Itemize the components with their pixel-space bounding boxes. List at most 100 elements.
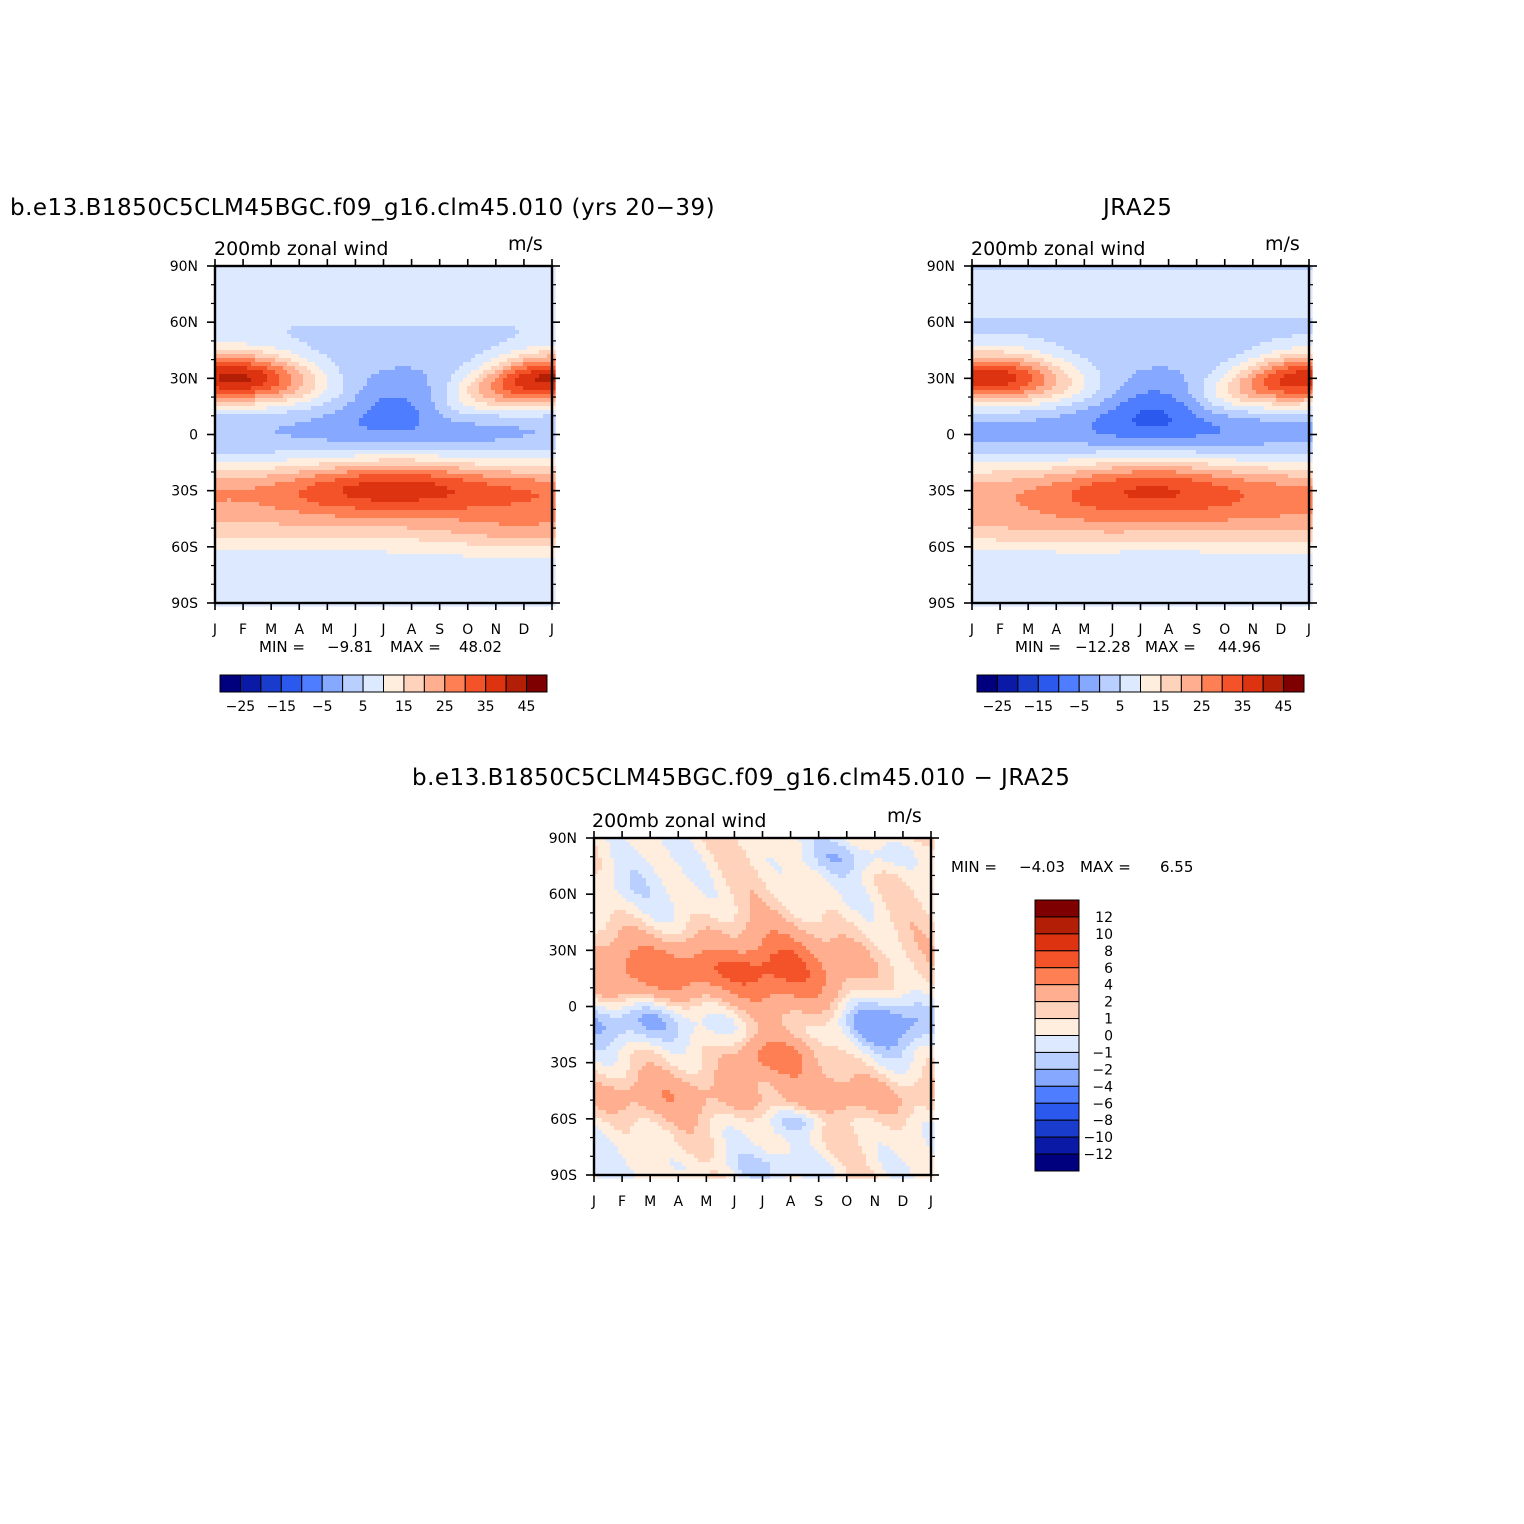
- field-cell: [403, 406, 408, 411]
- field-cell: [231, 350, 236, 355]
- field-cell: [275, 422, 280, 427]
- field-cell: [395, 482, 400, 487]
- field-cell: [223, 538, 228, 543]
- field-cell: [435, 310, 440, 315]
- field-cell: [291, 594, 296, 599]
- field-cell: [271, 602, 276, 607]
- field-cell: [303, 526, 308, 531]
- field-cell: [383, 430, 388, 435]
- field-cell: [411, 514, 416, 519]
- field-cell: [219, 294, 224, 299]
- field-cell: [347, 282, 352, 287]
- field-cell: [415, 466, 420, 471]
- field-cell: [227, 378, 232, 383]
- field-cell: [339, 274, 344, 279]
- field-cell: [351, 382, 356, 387]
- field-cell: [291, 506, 296, 511]
- field-cell: [375, 562, 380, 567]
- field-cell: [423, 486, 428, 491]
- field-cell: [291, 370, 296, 375]
- field-cell: [443, 278, 448, 283]
- field-cell: [231, 282, 236, 287]
- field-cell: [303, 382, 308, 387]
- field-cell: [235, 558, 240, 563]
- field-cell: [407, 534, 412, 539]
- field-cell: [243, 534, 248, 539]
- field-cell: [399, 566, 404, 571]
- field-cell: [375, 594, 380, 599]
- field-cell: [323, 530, 328, 535]
- field-cell: [415, 486, 420, 491]
- field-cell: [443, 274, 448, 279]
- field-cell: [351, 334, 356, 339]
- field-cell: [379, 342, 384, 347]
- field-cell: [359, 478, 364, 483]
- field-cell: [367, 534, 372, 539]
- field-cell: [267, 538, 272, 543]
- field-cell: [287, 426, 292, 431]
- field-cell: [415, 442, 420, 447]
- field-cell: [439, 350, 444, 355]
- field-cell: [375, 438, 380, 443]
- field-cell: [327, 342, 332, 347]
- field-cell: [247, 602, 252, 607]
- field-cell: [263, 326, 268, 331]
- field-cell: [359, 322, 364, 327]
- field-cell: [403, 386, 408, 391]
- field-cell: [311, 398, 316, 403]
- field-cell: [367, 594, 372, 599]
- field-cell: [263, 290, 268, 295]
- field-cell: [235, 582, 240, 587]
- field-cell: [331, 442, 336, 447]
- field-cell: [259, 402, 264, 407]
- field-cell: [447, 270, 452, 275]
- field-cell: [427, 602, 432, 607]
- field-cell: [327, 530, 332, 535]
- field-cell: [283, 390, 288, 395]
- field-cell: [259, 398, 264, 403]
- field-cell: [319, 334, 324, 339]
- field-cell: [263, 410, 268, 415]
- field-cell: [215, 494, 220, 499]
- field-cell: [251, 582, 256, 587]
- field-cell: [271, 286, 276, 291]
- field-cell: [243, 438, 248, 443]
- field-cell: [355, 430, 360, 435]
- field-cell: [411, 342, 416, 347]
- field-cell: [359, 570, 364, 575]
- field-cell: [375, 410, 380, 415]
- field-cell: [387, 598, 392, 603]
- field-cell: [251, 410, 256, 415]
- field-cell: [415, 474, 420, 479]
- field-cell: [215, 518, 220, 523]
- field-cell: [407, 314, 412, 319]
- field-cell: [243, 426, 248, 431]
- field-cell: [227, 386, 232, 391]
- field-cell: [251, 270, 256, 275]
- field-cell: [303, 402, 308, 407]
- field-cell: [371, 354, 376, 359]
- field-cell: [367, 362, 372, 367]
- field-cell: [431, 310, 436, 315]
- field-cell: [359, 578, 364, 583]
- field-cell: [331, 538, 336, 543]
- field-cell: [259, 538, 264, 543]
- field-cell: [411, 430, 416, 435]
- field-cell: [395, 530, 400, 535]
- field-cell: [431, 602, 436, 607]
- field-cell: [259, 374, 264, 379]
- field-cell: [399, 574, 404, 579]
- field-cell: [267, 506, 272, 511]
- field-cell: [423, 370, 428, 375]
- field-cell: [315, 278, 320, 283]
- field-cell: [267, 586, 272, 591]
- field-cell: [367, 314, 372, 319]
- field-cell: [391, 294, 396, 299]
- field-cell: [367, 386, 372, 391]
- field-cell: [383, 282, 388, 287]
- field-cell: [339, 534, 344, 539]
- field-cell: [443, 474, 448, 479]
- field-cell: [291, 502, 296, 507]
- field-cell: [239, 454, 244, 459]
- field-cell: [299, 382, 304, 387]
